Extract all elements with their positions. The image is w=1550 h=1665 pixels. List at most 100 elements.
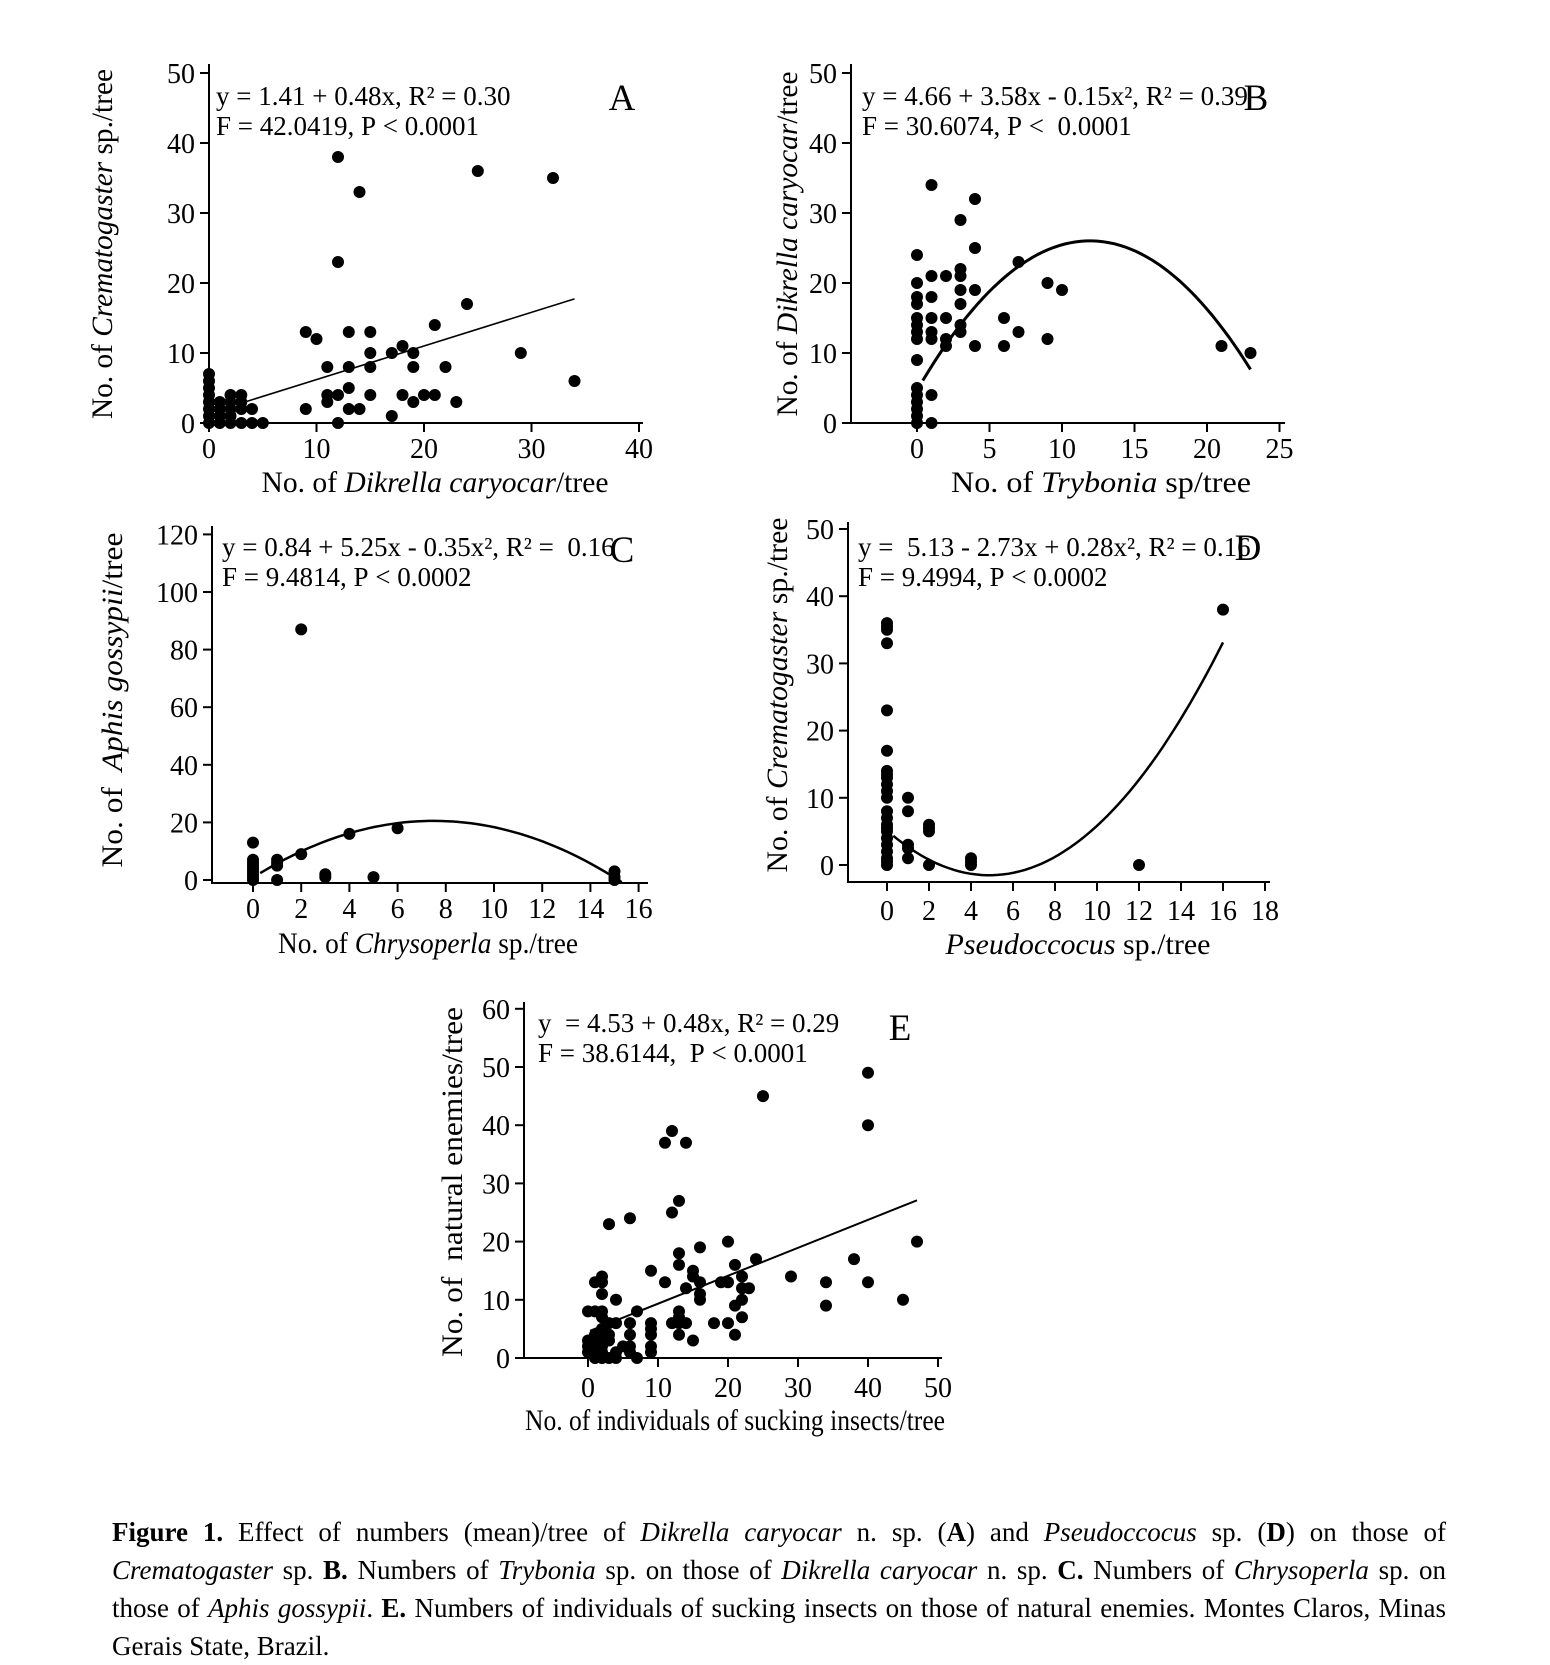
data-point (954, 298, 967, 310)
data-point (319, 868, 332, 881)
data-point (391, 822, 404, 835)
x-axis-label: No. of Trybonia sp/tree (951, 466, 1251, 499)
data-point (235, 389, 248, 401)
caption-text: Numbers of (347, 1555, 499, 1585)
data-point (247, 836, 259, 849)
data-point (514, 347, 527, 359)
data-point (862, 1066, 874, 1079)
fit-curve (259, 819, 623, 884)
x-tick-label: 10 (303, 434, 331, 465)
data-point (610, 1293, 622, 1306)
panel-letter-D: D (1235, 528, 1262, 569)
y-tick-label: 80 (170, 636, 198, 667)
axes-D (847, 522, 1270, 883)
data-point (694, 1276, 706, 1289)
data-point (295, 623, 308, 636)
data-point (271, 853, 284, 866)
data-point (603, 1218, 615, 1231)
x-tick-label: 2 (922, 896, 936, 927)
data-point (923, 818, 935, 831)
data-point (568, 375, 581, 387)
data-point (736, 1311, 748, 1324)
data-point (785, 1270, 797, 1283)
data-point (925, 291, 938, 303)
data-point (940, 312, 952, 324)
y-tick-label: 0 (823, 409, 837, 440)
y-axis-label: No. of Crematogaster sp./tree (86, 69, 119, 419)
equation-line-1: y = 4.66 + 3.58x - 0.15x², R² = 0.39 (862, 81, 1248, 111)
x-tick-label: 18 (1251, 896, 1279, 927)
y-axis-label: No. of Crematogaster sp./tree (761, 518, 794, 873)
x-axis-label: No. of Dikrella caryocar/tree (262, 466, 609, 499)
data-point (940, 270, 952, 282)
x-axis-label: Pseudoccocus sp./tree (944, 928, 1210, 961)
caption-species-name: Aphis gossypii (208, 1593, 367, 1623)
data-point (881, 744, 893, 757)
panel-C: 0 2 4 6 8 10 12 14 16 0 20 40 60 80 100 120 y = 0.84 + 5… (96, 520, 653, 960)
data-point (659, 1276, 671, 1289)
data-point (367, 871, 380, 884)
x-tick-label: 6 (1006, 896, 1020, 927)
y-tick-label: 10 (167, 339, 195, 370)
data-point (342, 361, 355, 373)
data-point (342, 382, 355, 394)
data-point (897, 1293, 909, 1306)
data-point (645, 1340, 657, 1353)
caption-text: n. sp. ( (841, 1517, 947, 1547)
data-point (848, 1253, 860, 1266)
data-point (673, 1305, 685, 1318)
y-tick-label: 60 (482, 995, 510, 1026)
data-point (680, 1317, 692, 1330)
x-tick-label: 25 (1266, 434, 1294, 465)
panel-letter-A: A (609, 78, 636, 119)
data-point (902, 791, 914, 804)
caption-species-name: Crematogaster (112, 1555, 273, 1585)
panel-letter-C: C (610, 530, 635, 571)
data-point (680, 1282, 692, 1295)
y-tick-label: 30 (806, 649, 834, 680)
data-point (299, 403, 312, 415)
panel-E: 0 10 20 30 40 50 0 10 20 30 40 50 60 y = 4.53 + 0.48x… (436, 995, 952, 1437)
y-tick-label: 40 (170, 751, 198, 782)
data-point (659, 1136, 671, 1149)
caption-bold-text: E. (381, 1593, 407, 1623)
data-point (969, 284, 981, 296)
panel-letter-B: B (1244, 78, 1269, 119)
data-point (1056, 284, 1068, 296)
x-tick-label: 16 (1209, 896, 1237, 927)
y-tick-label: 20 (806, 717, 834, 748)
equation-line-1: y = 1.41 + 0.48x, R² = 0.30 (216, 81, 511, 111)
data-point (954, 319, 967, 331)
data-point (911, 312, 923, 324)
data-point (911, 291, 923, 303)
data-point (332, 417, 344, 429)
data-point (722, 1235, 734, 1248)
y-tick-label: 0 (820, 851, 834, 882)
data-point (969, 340, 981, 352)
data-point (235, 417, 248, 429)
data-point (925, 326, 938, 338)
caption-bold-text: A (946, 1517, 967, 1547)
equation-line-2: F = 9.4814, P < 0.0002 (222, 562, 472, 592)
x-tick-label: 12 (1125, 896, 1153, 927)
y-tick-label: 40 (809, 129, 837, 160)
data-point (407, 396, 420, 408)
x-tick-label: 30 (784, 1373, 812, 1404)
data-point (881, 637, 893, 650)
caption-text: ) and (966, 1517, 1044, 1547)
x-tick-label: 14 (1167, 896, 1195, 927)
x-tick-label: 10 (1048, 434, 1076, 465)
data-point (940, 333, 952, 345)
data-point (256, 417, 269, 429)
data-point (954, 263, 967, 275)
data-point (353, 403, 366, 415)
data-point (736, 1293, 748, 1306)
data-point (687, 1334, 699, 1347)
data-point (862, 1119, 874, 1132)
data-point (547, 172, 559, 184)
data-point (342, 403, 355, 415)
data-point (364, 389, 377, 401)
x-tick-label: 5 (983, 434, 997, 465)
x-tick-label: 8 (1048, 896, 1062, 927)
data-point (407, 347, 420, 359)
